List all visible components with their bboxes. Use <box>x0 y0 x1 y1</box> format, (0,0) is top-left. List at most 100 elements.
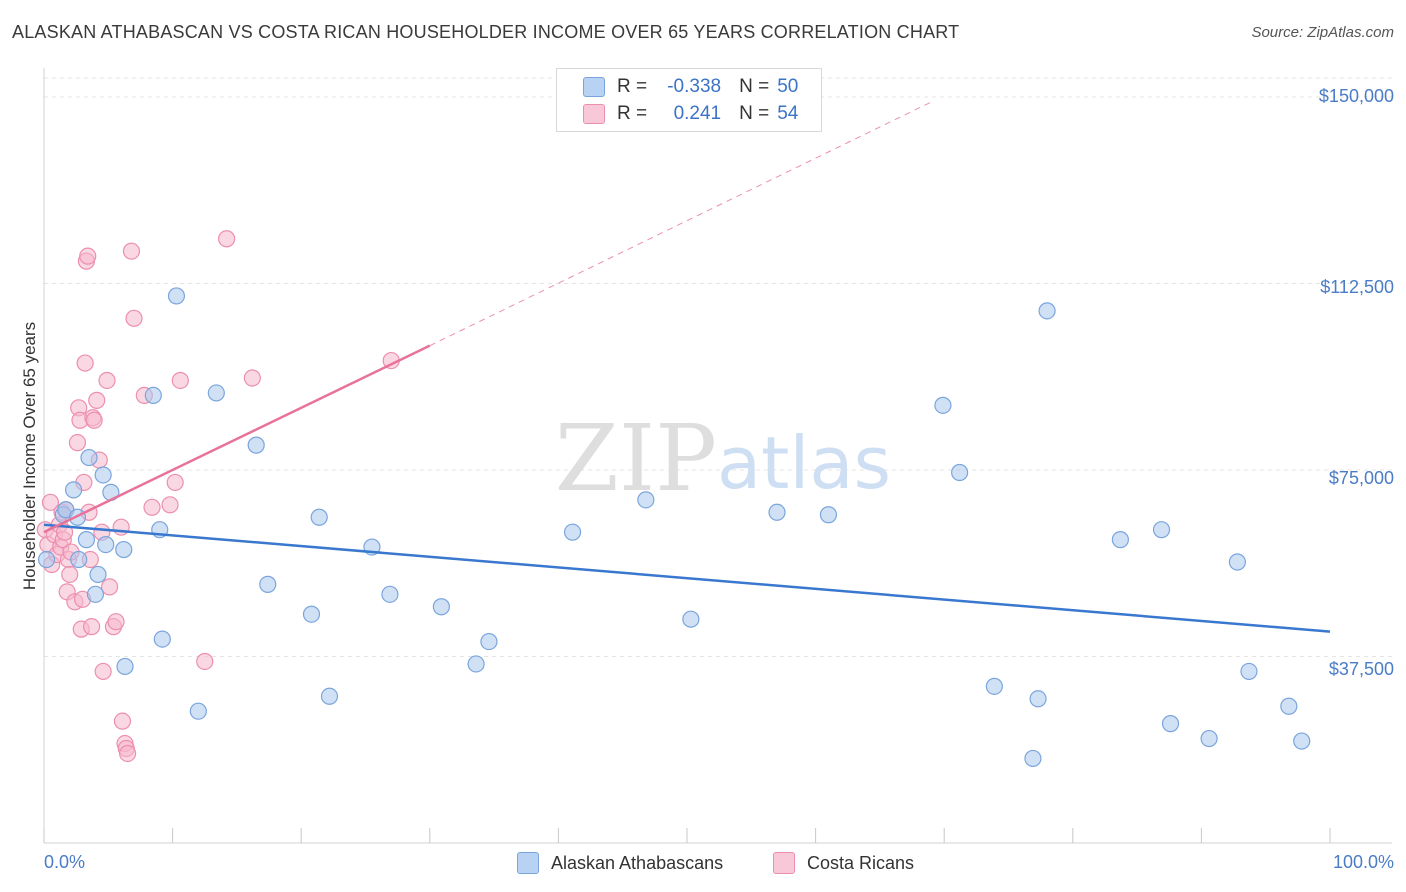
alaskan-athabascans-point <box>432 598 450 616</box>
alaskan-athabascans-point <box>985 677 1003 695</box>
costa-ricans-point <box>79 247 97 265</box>
correlation-legend: R = -0.338 N = 50 R = 0.241 N = 54 <box>556 68 822 132</box>
costa-ricans-point <box>166 473 184 492</box>
n-label: N = <box>739 103 770 124</box>
costa-ricans-point <box>100 578 119 596</box>
alaskan-athabascans-point <box>637 491 655 509</box>
alaskan-athabascans-point <box>768 503 786 521</box>
costa-ricans-point <box>55 523 74 541</box>
alaskan-athabascans-point <box>1293 732 1311 750</box>
r-value: 0.241 <box>673 103 722 124</box>
x-tick-label-max: 100.0% <box>1332 852 1394 872</box>
alaskan-athabascans-point <box>320 687 339 705</box>
costa-ricans-point <box>68 434 87 452</box>
alaskan-athabascans-point <box>70 550 88 569</box>
series2-label: Costa Ricans <box>807 852 915 873</box>
alaskan-athabascans-point <box>37 550 56 569</box>
costa-ricans-trend-line <box>43 344 431 534</box>
alaskan-athabascans-point <box>86 585 105 603</box>
alaskan-athabascans-point <box>1152 521 1171 539</box>
costa-ricans-point <box>171 371 189 390</box>
alaskan-athabascans-point <box>1161 715 1180 733</box>
alaskan-athabascans-point <box>381 585 399 603</box>
alaskan-athabascans-point <box>951 463 969 482</box>
alaskan-athabascans-point <box>1029 690 1047 708</box>
source-credit: Source: ZipAtlas.com <box>1251 24 1394 41</box>
blue-swatch <box>583 77 605 97</box>
alaskan-athabascans-point <box>1024 749 1042 768</box>
r-label: R = <box>617 76 648 97</box>
alaskan-athabascans-point <box>80 448 98 467</box>
alaskan-athabascans-point <box>259 575 277 593</box>
y-tick-label: $37,500 <box>1328 659 1394 679</box>
bottom-legend-series1: Alaskan Athabascans <box>517 852 723 874</box>
alaskan-athabascans-point <box>189 702 207 720</box>
costa-ricans-point <box>107 613 125 631</box>
costa-ricans-point <box>41 493 60 511</box>
alaskan-athabascans-point <box>310 508 328 526</box>
n-label: N = <box>739 76 770 97</box>
y-tick-label: $150,000 <box>1318 86 1394 106</box>
trend-lines <box>43 101 1331 633</box>
bottom-legend-series2: Costa Ricans <box>773 852 914 874</box>
costa-ricans-point <box>122 242 141 260</box>
blue-swatch <box>517 852 539 874</box>
alaskan-athabascans-point <box>1200 729 1218 748</box>
watermark-zip: ZIP <box>555 405 717 512</box>
alaskan-athabascans-point <box>94 466 112 484</box>
alaskan-athabascans-point <box>1111 531 1129 549</box>
r-label: R = <box>617 103 648 124</box>
alaskan-athabascans-point <box>1240 662 1258 681</box>
y-tick-label: $112,500 <box>1320 277 1394 297</box>
grid-lines <box>43 68 1392 844</box>
alaskan-athabascans-point <box>167 287 186 305</box>
alaskan-athabascans-point <box>1038 302 1056 320</box>
pink-swatch <box>773 852 795 874</box>
y-axis-label: Householder Income Over 65 years <box>20 321 39 591</box>
costa-ricans-point <box>98 371 116 390</box>
costa-ricans-point <box>82 618 101 636</box>
alaskan-athabascans-point <box>302 605 321 623</box>
n-value: 54 <box>777 103 799 124</box>
costa-ricans-point <box>88 391 106 409</box>
chart-title: ALASKAN ATHABASCAN VS COSTA RICAN HOUSEH… <box>12 22 960 42</box>
alaskan-athabascans-point <box>467 655 485 673</box>
pink-swatch <box>583 104 605 124</box>
alaskan-athabascans-points <box>37 287 1311 768</box>
alaskan-athabascans-point <box>563 523 582 541</box>
costa-ricans-point <box>218 230 236 248</box>
series1-label: Alaskan Athabascans <box>551 852 724 873</box>
costa-ricans-point <box>85 411 103 429</box>
costa-ricans-point <box>125 309 143 327</box>
costa-ricans-point <box>143 498 161 516</box>
x-axis-ticks <box>43 828 1331 843</box>
costa-ricans-points <box>36 230 400 763</box>
alaskan-athabascans-point <box>1228 553 1247 571</box>
alaskan-athabascans-point <box>247 436 265 454</box>
alaskan-athabascans-point <box>153 630 171 648</box>
alaskan-athabascans-point <box>934 396 952 414</box>
alaskan-athabascans-point <box>1280 697 1298 715</box>
costa-ricans-point <box>94 662 112 681</box>
legend-row-pink: R = 0.241 N = 54 <box>583 102 798 126</box>
alaskan-athabascans-trend-line <box>43 523 1331 633</box>
n-value: 50 <box>777 76 799 97</box>
alaskan-athabascans-point <box>116 657 134 676</box>
costa-ricans-point <box>61 565 79 584</box>
costa-ricans-point <box>196 652 214 671</box>
alaskan-athabascans-point <box>819 506 838 524</box>
legend-row-blue: R = -0.338 N = 50 <box>583 75 798 99</box>
watermark-atlas: atlas <box>717 421 891 505</box>
costa-ricans-point <box>243 369 261 387</box>
x-tick-label-min: 0.0% <box>44 852 86 872</box>
alaskan-athabascans-point <box>97 535 115 554</box>
costa-ricans-point <box>113 712 132 730</box>
costa-ricans-trend-extension <box>429 101 932 347</box>
alaskan-athabascans-point <box>115 540 133 559</box>
alaskan-athabascans-point <box>144 386 162 404</box>
r-value: -0.338 <box>667 76 722 97</box>
costa-ricans-point <box>76 354 94 372</box>
alaskan-athabascans-point <box>89 565 107 584</box>
costa-ricans-point <box>161 496 179 514</box>
